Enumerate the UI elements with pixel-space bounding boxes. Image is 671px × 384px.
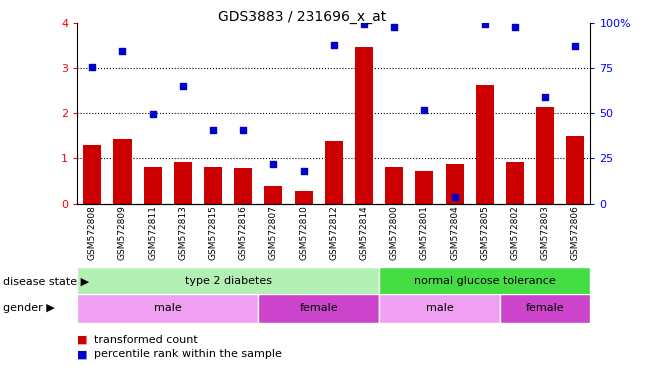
Point [450, 194, 460, 200]
Bar [566, 136, 584, 204]
Bar [325, 141, 343, 204]
Point [359, 21, 370, 27]
Point [419, 107, 430, 113]
Bar [506, 162, 524, 204]
Bar [379, 294, 500, 323]
Point [389, 23, 400, 30]
Point [208, 127, 219, 134]
Text: disease state ▶: disease state ▶ [3, 276, 89, 286]
Bar [379, 267, 590, 296]
Point [87, 64, 98, 70]
Bar [415, 171, 433, 204]
Text: transformed count: transformed count [94, 335, 198, 345]
Point [570, 43, 581, 49]
Text: percentile rank within the sample: percentile rank within the sample [94, 349, 282, 359]
Bar [536, 106, 554, 204]
Bar [355, 46, 373, 204]
Point [268, 161, 279, 167]
Text: GDS3883 / 231696_x_at: GDS3883 / 231696_x_at [218, 10, 386, 23]
Text: male: male [425, 303, 454, 313]
Bar [446, 164, 464, 204]
Bar [113, 139, 132, 204]
Point [510, 23, 521, 30]
Text: female: female [526, 303, 564, 313]
Bar [83, 145, 101, 204]
Bar [258, 294, 379, 323]
Bar [144, 167, 162, 204]
Text: female: female [299, 303, 338, 313]
Point [480, 21, 491, 27]
Point [329, 41, 340, 48]
Point [117, 48, 128, 54]
Text: male: male [154, 303, 182, 313]
Text: normal glucose tolerance: normal glucose tolerance [414, 276, 556, 286]
Text: ■: ■ [77, 349, 88, 359]
Point [178, 83, 189, 89]
Bar [174, 162, 192, 204]
Bar [295, 191, 313, 204]
Text: type 2 diabetes: type 2 diabetes [185, 276, 272, 286]
Point [299, 168, 309, 174]
Bar [476, 85, 494, 204]
Bar [77, 294, 258, 323]
Bar [77, 267, 379, 296]
Bar [500, 294, 590, 323]
Bar [234, 168, 252, 204]
Point [238, 127, 249, 134]
Bar [385, 167, 403, 204]
Point [540, 94, 551, 101]
Text: gender ▶: gender ▶ [3, 303, 55, 313]
Text: ■: ■ [77, 335, 88, 345]
Bar [264, 186, 282, 204]
Bar [204, 167, 222, 204]
Point [148, 111, 158, 117]
